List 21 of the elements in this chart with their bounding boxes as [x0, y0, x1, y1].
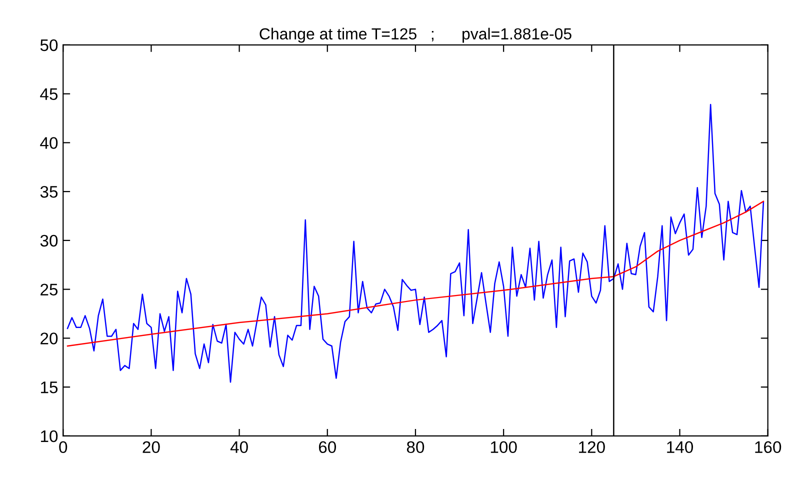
y-tick-label: 30: [40, 234, 58, 247]
x-tick-label: 20: [142, 441, 160, 454]
y-tick-label: 35: [40, 186, 58, 198]
y-tick-label: 10: [40, 430, 58, 442]
y-tick-label: 25: [40, 284, 58, 296]
x-tick-label: 140: [667, 441, 693, 454]
y-tick-label: 20: [40, 332, 58, 344]
y-tick-label: 45: [40, 88, 58, 100]
x-tick-label: 40: [230, 441, 248, 454]
x-tick-label: 0: [59, 441, 68, 454]
x-tick-label: 160: [755, 441, 782, 454]
line-series: [66, 200, 764, 347]
y-tick-label: 15: [40, 382, 58, 394]
y-tick-label: 50: [40, 39, 58, 52]
x-tick-label: 120: [579, 441, 605, 454]
y-tick-label: 40: [40, 137, 58, 149]
x-tick-label: 100: [490, 441, 517, 454]
x-tick-label: 80: [406, 441, 424, 454]
x-tick-label: 60: [318, 441, 336, 454]
line-series: [66, 104, 764, 383]
chart-title: Change at time T=125 ; pval=1.881e-05: [260, 28, 572, 43]
